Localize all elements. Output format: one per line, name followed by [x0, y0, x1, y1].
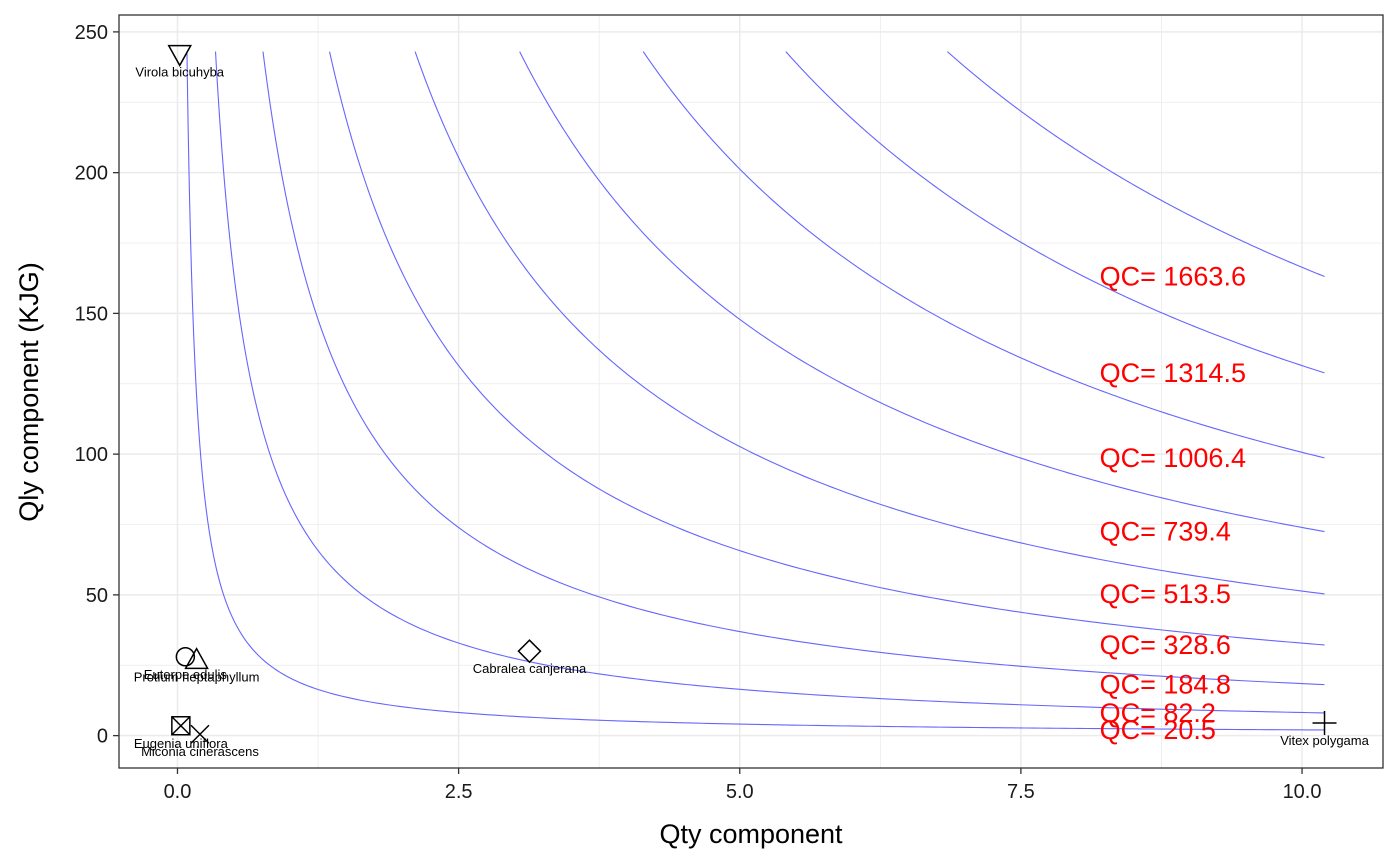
contour-line: [262, 51, 1325, 686]
y-tick-label: 250: [75, 22, 108, 44]
contour-label: QC= 82.2: [1100, 698, 1216, 728]
x-axis-title: Qty component: [659, 819, 843, 849]
circle-icon: [175, 647, 196, 667]
contour-line: [642, 51, 1325, 459]
y-tick-label: 0: [97, 726, 108, 748]
contour-label: QC= 1314.5: [1100, 358, 1246, 388]
contour-label: QC= 739.4: [1100, 517, 1231, 547]
square-cross-icon: [171, 716, 191, 736]
y-axis-title: Qly component (KJG): [14, 262, 44, 522]
contour-line: [519, 51, 1325, 533]
x-tick-label: 7.5: [1007, 781, 1035, 803]
contour-label: QC= 20.5: [1100, 715, 1216, 745]
y-tick-label: 50: [86, 585, 108, 607]
point-label: Cabralea canjerana: [473, 661, 587, 676]
contour-line: [186, 51, 1325, 731]
point-label: Virola bicuhyba: [135, 64, 224, 79]
contour-layer: [186, 51, 1325, 731]
contour-line: [214, 51, 1325, 714]
plus-icon: [1312, 710, 1337, 735]
point-label: Vitex polygama: [1280, 733, 1369, 748]
point-label: Euterpe edulis: [144, 667, 228, 682]
contour-label: QC= 513.5: [1100, 579, 1231, 609]
contour-line: [946, 51, 1325, 278]
plot-panel: [119, 15, 1383, 768]
plot-border: [118, 14, 1384, 769]
y-tick-label: 100: [75, 444, 108, 466]
x-tick-label: 0.0: [164, 781, 192, 803]
point-label: Protium heptaphyllum: [134, 670, 260, 685]
contour-label: QC= 1006.4: [1100, 443, 1246, 473]
contour-label: QC= 328.6: [1100, 630, 1231, 660]
x-tick-label: 5.0: [726, 781, 754, 803]
y-tick-label: 200: [75, 163, 108, 185]
contour-label: QC= 184.8: [1100, 670, 1231, 700]
contour-line: [414, 51, 1325, 595]
x-tick-label: 10.0: [1283, 781, 1322, 803]
contour-label: QC= 1663.6: [1100, 262, 1246, 292]
contour-line: [785, 51, 1325, 374]
x-tick-label: 2.5: [445, 781, 473, 803]
triangle-down-icon: [167, 44, 193, 67]
y-tick-label: 150: [75, 303, 108, 325]
diamond-icon: [517, 639, 542, 664]
contour-label-layer: QC= 20.5QC= 82.2QC= 184.8 QC= 328.6 QC= 51…: [1100, 262, 1246, 745]
tick-layer: 0.0 2.5 5.0 7.5 10.0 0 50 100 150 200 250: [75, 22, 1322, 803]
point-label: Miconia cinerascens: [141, 744, 259, 759]
triangle-up-icon: [184, 647, 209, 670]
contour-line: [329, 51, 1325, 646]
x-icon: [190, 724, 210, 744]
